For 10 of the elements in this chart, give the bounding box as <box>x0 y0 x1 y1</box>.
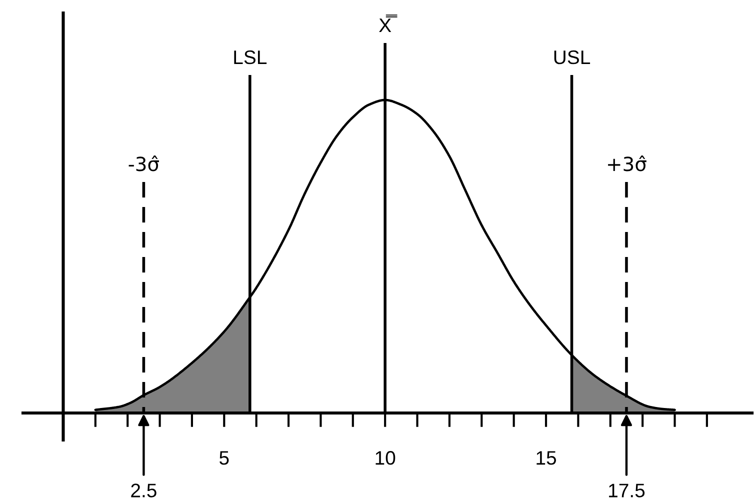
ref-line-label: +3σ̂ <box>608 155 646 172</box>
x-tick-label: 10 <box>376 451 396 465</box>
ref-line-label: USL <box>554 50 590 64</box>
annotation: 17.5 <box>609 484 645 498</box>
annotation: 2.5 <box>131 484 156 498</box>
ref-line-label: -3σ̂ <box>128 155 159 172</box>
ref-line-label: X̿ <box>379 14 398 32</box>
x-tick-label: 5 <box>220 451 229 465</box>
ref-line-label: LSL <box>234 50 267 64</box>
x-tick-label: 15 <box>536 451 556 465</box>
